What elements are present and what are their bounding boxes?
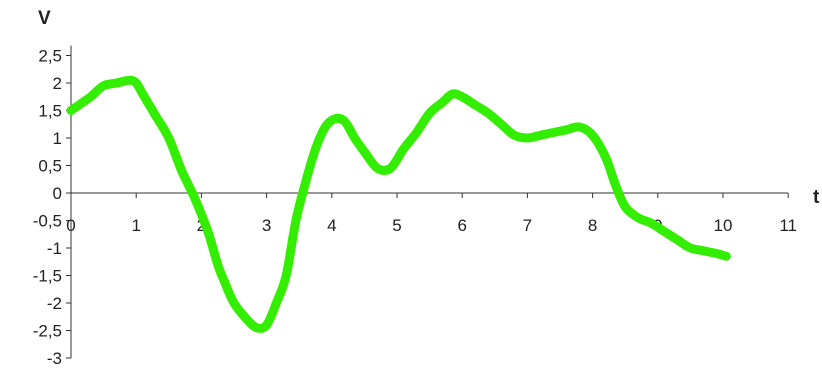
x-tick-label: 1 xyxy=(131,216,140,235)
x-tick-label: 5 xyxy=(392,216,401,235)
x-tick-label: 8 xyxy=(588,216,597,235)
y-axis-label: V xyxy=(38,8,51,29)
y-tick-label: 2,5 xyxy=(38,47,62,66)
y-tick-label: 1 xyxy=(53,129,62,148)
x-axis-label: t xyxy=(813,187,820,208)
series-layer xyxy=(66,75,731,333)
y-tick-label: 0 xyxy=(53,184,62,203)
y-tick-label: 0,5 xyxy=(38,157,62,176)
y-axis-ticks: 2,5 2 1,5 1 0,5 0 -0,5 -1 -1,5 -2 -2,5 -3 xyxy=(33,47,71,368)
y-tick-label: 1,5 xyxy=(38,102,62,121)
y-tick-label: -3 xyxy=(47,349,62,368)
y-tick-label: -2,5 xyxy=(33,322,62,341)
y-tick-label: -1,5 xyxy=(33,267,62,286)
series-line xyxy=(66,75,731,333)
x-axis-ticks: 0 1 2 3 4 5 6 7 8 9 10 11 xyxy=(66,193,797,235)
y-tick-label: -1 xyxy=(47,239,62,258)
y-tick-label: 2 xyxy=(53,74,62,93)
x-tick-label: 3 xyxy=(262,216,271,235)
x-tick-label: 7 xyxy=(523,216,532,235)
x-tick-label: 11 xyxy=(779,216,797,235)
x-tick-label: 4 xyxy=(327,216,336,235)
x-tick-label: 6 xyxy=(457,216,466,235)
x-tick-label: 10 xyxy=(714,216,733,235)
y-tick-label: -2 xyxy=(47,294,62,313)
y-tick-label: -0,5 xyxy=(33,212,62,231)
